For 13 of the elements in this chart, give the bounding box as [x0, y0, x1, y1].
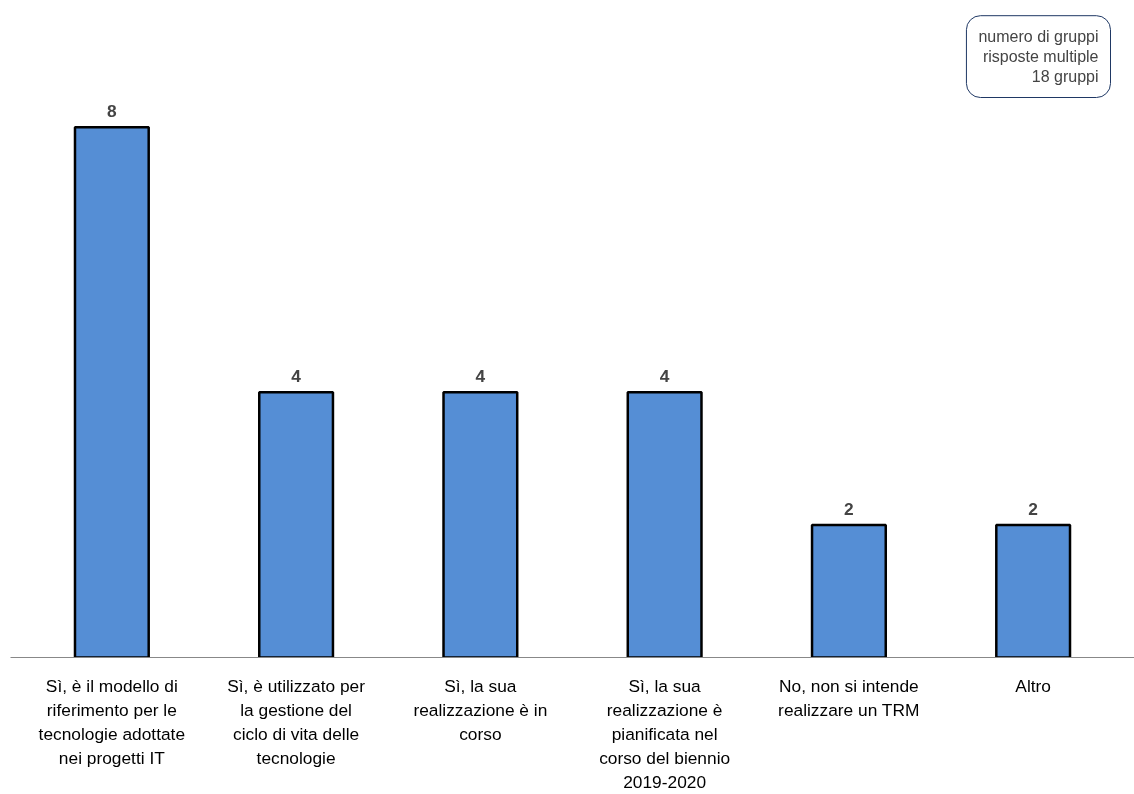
data-label: 4 [291, 366, 302, 387]
x-tick-label: Sì, la sua realizzazione è pianificata nel corso del biennio 2019-2020 [599, 675, 731, 792]
x-tick-label: No, non si intende realizzare un TRM [778, 675, 920, 720]
data-label: 2 [1028, 498, 1038, 519]
x-tick-label: Sì, la sua realizzazione è in corso [413, 675, 548, 744]
data-label: 4 [659, 366, 670, 387]
x-tick-label: Sì, è utilizzato per la gestione del ciclo di vita delle tecnologie [227, 675, 366, 768]
data-label: 8 [107, 101, 118, 122]
x-tick-label: Altro [1015, 675, 1051, 696]
text: numero di gruppi risposte multiple 18 gruppi [978, 27, 1099, 86]
data-label: 4 [475, 366, 486, 387]
data-label: 2 [844, 498, 854, 519]
x-tick-label: Sì, è il modello di riferimento per le tecnologie adottate nei progetti IT [38, 675, 186, 768]
